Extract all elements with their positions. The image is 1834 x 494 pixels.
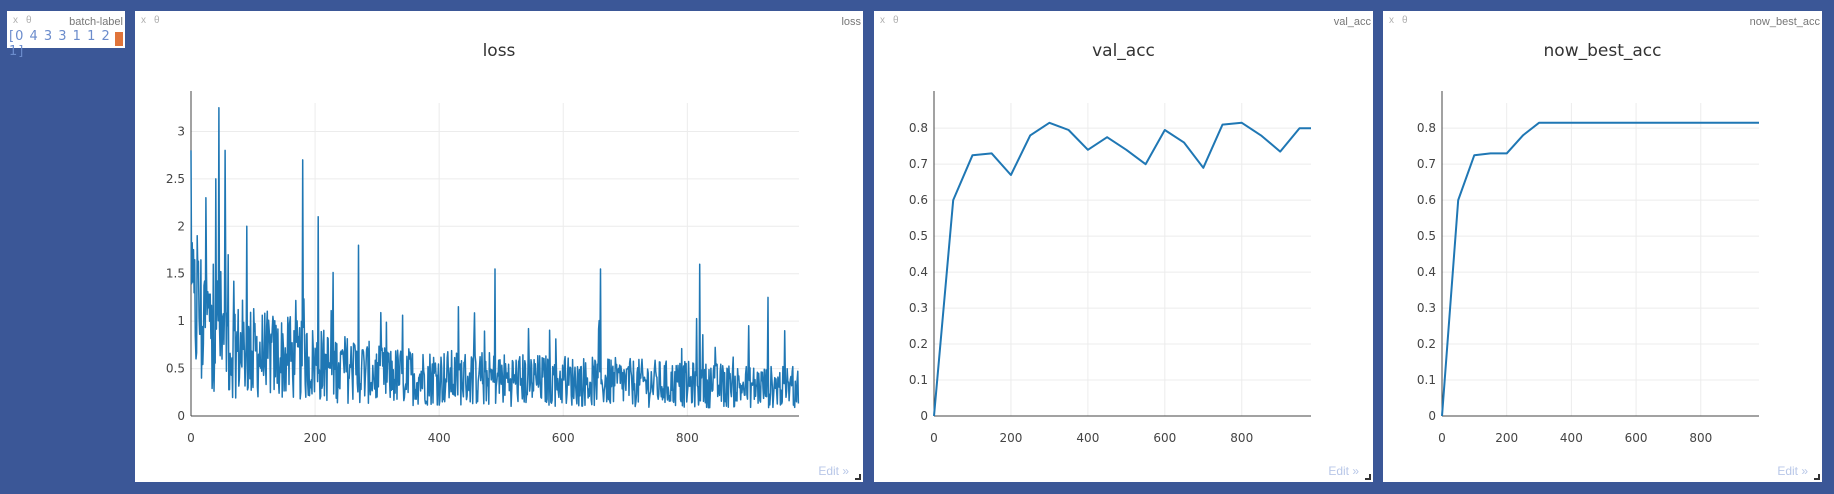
pane-name: val_acc [1333, 16, 1371, 28]
y-tick-label: 0.3 [1417, 301, 1436, 315]
series-line [190, 106, 800, 409]
y-tick-label: 1 [177, 314, 185, 328]
y-tick-label: 3 [177, 124, 185, 138]
y-tick-label: 0 [1428, 409, 1436, 423]
fold-icon[interactable]: θ [154, 15, 160, 26]
y-tick-label: 0.1 [1417, 373, 1436, 387]
edit-link[interactable]: Edit » [818, 464, 849, 478]
resize-handle[interactable] [115, 32, 123, 46]
resize-handle[interactable] [1365, 474, 1371, 480]
batch-label-value: [0 4 3 3 1 1 2 1] [9, 29, 111, 59]
chart-title: val_acc [1092, 41, 1155, 61]
y-tick-label: 0 [177, 409, 185, 423]
y-tick-label: 0.6 [1417, 193, 1436, 207]
close-icon[interactable]: x [13, 15, 18, 26]
close-icon[interactable]: x [1389, 15, 1394, 26]
x-tick-label: 800 [676, 431, 699, 445]
grid [191, 103, 799, 416]
y-tick-label: 1.5 [166, 267, 185, 281]
now-best-acc-chart[interactable]: 0 200 400 600 800 0 0.1 0.2 0.3 0.4 0.5 0.6 0.7 0.8 [1383, 11, 1822, 482]
y-tick-label: 0.1 [909, 373, 928, 387]
close-icon[interactable]: x [141, 15, 146, 26]
y-tick-label: 0 [920, 409, 928, 423]
y-tick-label: 2.5 [166, 172, 185, 186]
chart-title: now_best_acc [1543, 41, 1662, 61]
x-tick-label: 200 [1495, 431, 1518, 445]
close-icon[interactable]: x [880, 15, 885, 26]
x-tick-label: 800 [1689, 431, 1712, 445]
loss-chart[interactable]: 0 200 400 600 800 0 0.5 1 1.5 2 2.5 3 [135, 11, 863, 482]
y-tick-label: 0.5 [166, 362, 185, 376]
fold-icon[interactable]: θ [1402, 15, 1408, 26]
edit-link[interactable]: Edit » [1328, 464, 1359, 478]
fold-icon[interactable]: θ [26, 15, 32, 26]
y-tick-label: 0.4 [1417, 265, 1436, 279]
y-tick-label: 2 [177, 219, 185, 233]
series-line [1441, 121, 1759, 417]
x-tick-label: 400 [1076, 431, 1099, 445]
x-tick-label: 0 [1438, 431, 1446, 445]
y-tick-label: 0.7 [1417, 157, 1436, 171]
edit-link[interactable]: Edit » [1777, 464, 1808, 478]
y-tick-label: 0.4 [909, 265, 928, 279]
grid [934, 103, 1311, 416]
y-tick-label: 0.5 [909, 229, 928, 243]
x-tick-label: 600 [1625, 431, 1648, 445]
y-tick-label: 0.3 [909, 301, 928, 315]
x-tick-label: 600 [552, 431, 575, 445]
x-tick-label: 200 [999, 431, 1022, 445]
y-tick-label: 0.5 [1417, 229, 1436, 243]
pane-name: batch-label [69, 16, 123, 28]
y-tick-label: 0.6 [909, 193, 928, 207]
x-tick-label: 200 [304, 431, 327, 445]
fold-icon[interactable]: θ [893, 15, 899, 26]
chart-title: loss [482, 41, 516, 61]
grid [1442, 103, 1759, 416]
y-tick-label: 0.2 [909, 337, 928, 351]
series-line [933, 121, 1311, 417]
pane-name: now_best_acc [1749, 16, 1820, 28]
pane-name: loss [841, 16, 861, 28]
x-tick-label: 600 [1153, 431, 1176, 445]
val-acc-chart[interactable]: 0 200 400 600 800 0 0.1 0.2 0.3 0.4 0.5 0.6 0.7 0.8 [874, 11, 1373, 482]
x-tick-label: 400 [1560, 431, 1583, 445]
x-tick-label: 0 [187, 431, 195, 445]
resize-handle[interactable] [855, 474, 861, 480]
y-tick-label: 0.2 [1417, 337, 1436, 351]
x-tick-label: 400 [428, 431, 451, 445]
y-tick-label: 0.8 [1417, 121, 1436, 135]
y-tick-label: 0.7 [909, 157, 928, 171]
x-tick-label: 0 [930, 431, 938, 445]
x-tick-label: 800 [1230, 431, 1253, 445]
y-tick-label: 0.8 [909, 121, 928, 135]
resize-handle[interactable] [1814, 474, 1820, 480]
